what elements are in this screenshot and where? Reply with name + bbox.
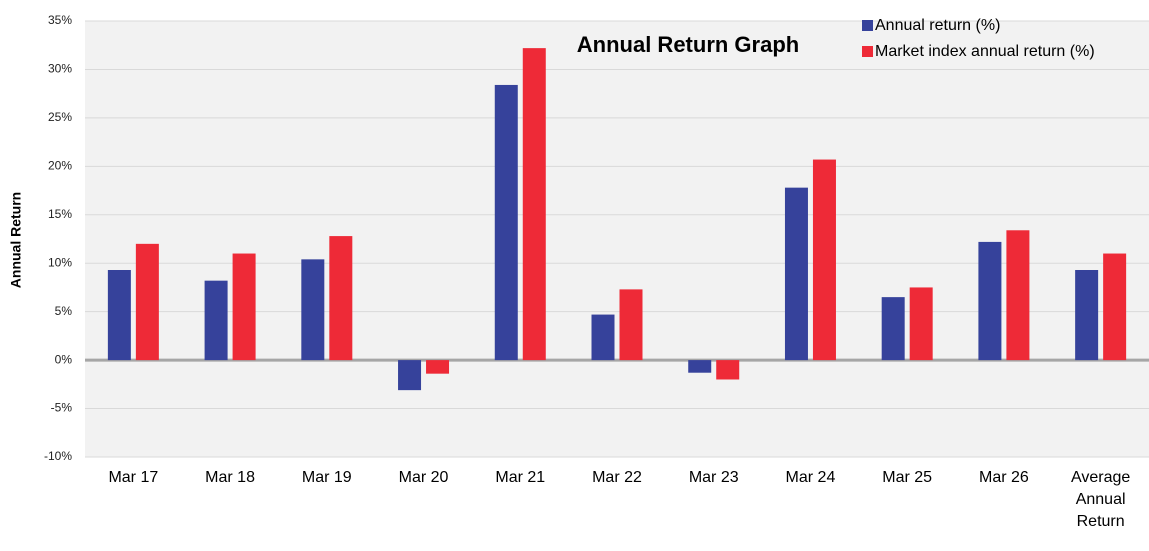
chart-title: Annual Return Graph [577,32,799,57]
x-tick-label: Mar 22 [592,469,642,486]
x-tick-label: Mar 26 [979,469,1029,486]
x-tick-label: Average Annual Return [1070,469,1131,530]
bar [522,48,546,361]
bar [1006,230,1030,361]
legend-swatch [862,20,873,31]
y-tick-label: 25% [48,110,72,124]
bar [232,253,256,361]
bar [1075,270,1099,361]
bar [909,287,933,361]
y-tick-label: 0% [55,352,73,366]
x-tick-label: Mar 25 [882,469,933,486]
bar [135,243,159,361]
y-tick-label: 10% [48,255,72,269]
legend-swatch [862,46,873,57]
y-axis-label: Annual Return [8,192,24,288]
legend-label: Market index annual return (%) [875,43,1095,60]
y-tick-label: 15% [48,207,72,221]
bar [329,236,353,361]
x-tick-label: Mar 20 [398,469,449,486]
bar [591,314,615,361]
x-tick-label: Mar 24 [785,469,836,486]
plot-area [85,21,1149,457]
bar [1103,253,1127,361]
bar [619,289,643,361]
bar [301,259,325,361]
y-tick-label: 35% [48,13,72,27]
bar [716,360,740,380]
legend-label: Annual return (%) [875,17,1000,34]
bar [494,84,518,361]
bar [107,270,131,361]
bar [784,187,808,361]
y-tick-label: 20% [48,159,72,173]
y-tick-label: -10% [44,449,72,463]
bar [978,241,1002,361]
bar [881,297,905,361]
bar [398,360,422,391]
x-tick-label: Mar 23 [688,469,739,486]
y-tick-label: -5% [51,401,73,415]
x-tick-label: Mar 21 [495,469,546,486]
y-tick-label: 30% [48,62,72,76]
bar [426,360,450,374]
bar [204,280,228,361]
bar [688,360,712,373]
x-tick-label: Mar 18 [205,469,255,486]
x-tick-label: Mar 17 [108,469,159,486]
bar [812,159,836,361]
y-tick-label: 5% [55,304,73,318]
x-tick-label: Mar 19 [301,469,352,486]
